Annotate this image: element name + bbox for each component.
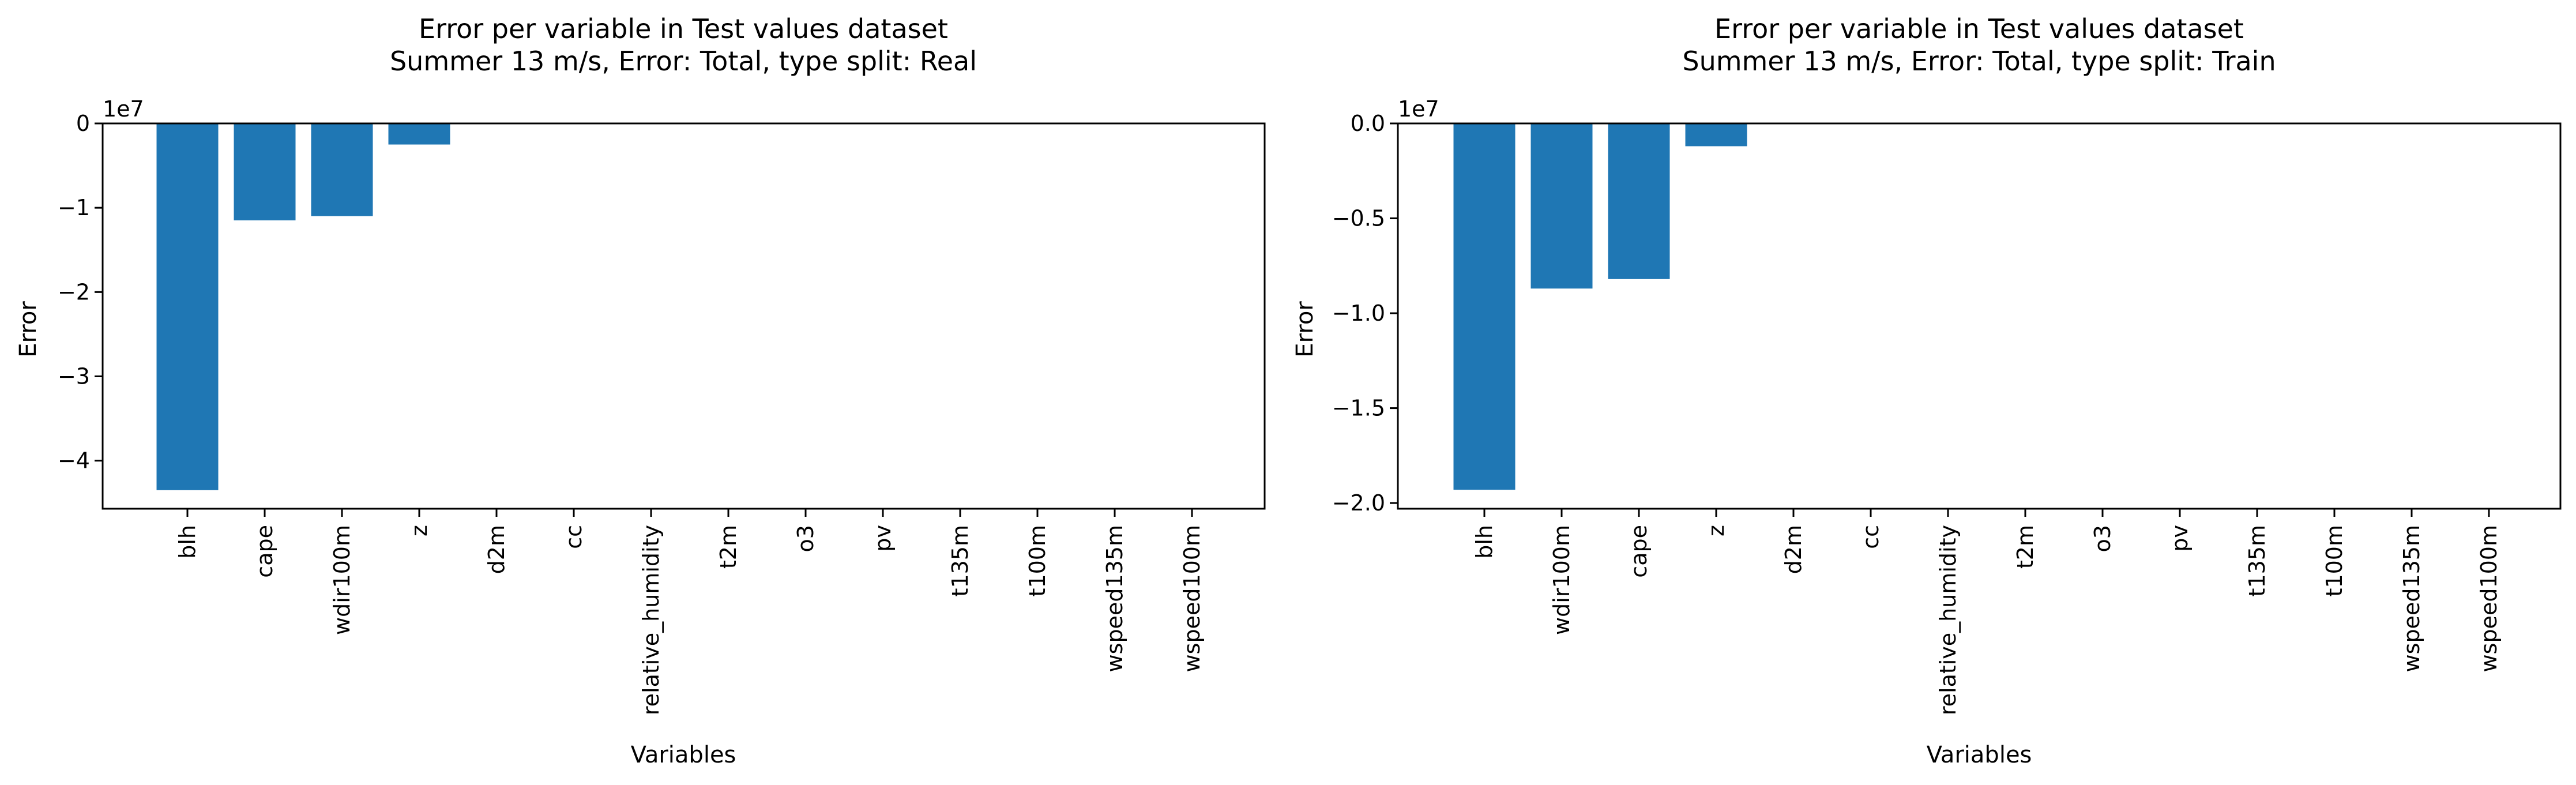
bar-group xyxy=(156,123,450,490)
y-tick-label: −3 xyxy=(58,364,90,389)
bar-group xyxy=(1453,123,1747,490)
x-tick-label: wspeed135m xyxy=(1102,525,1127,672)
x-tick-label: relative_humidity xyxy=(638,525,664,715)
x-tick-label: wdir100m xyxy=(329,525,355,635)
x-tick-label: t2m xyxy=(716,525,741,569)
y-tick-label: −2.0 xyxy=(1332,490,1385,516)
x-tick-label: pv xyxy=(870,525,896,552)
x-tick-label: relative_humidity xyxy=(1935,525,1961,715)
y-tick-label: −1.5 xyxy=(1332,396,1385,421)
y-ticks: 0 −1 −2 −3 −4 xyxy=(58,111,103,474)
x-tick-label: pv xyxy=(2167,525,2193,552)
bar-blh xyxy=(1453,123,1515,490)
chart-subtitle: Summer 13 m/s, Error: Total, type split:… xyxy=(1682,46,2276,77)
chart-panel-train: Error per variable in Test values datase… xyxy=(1292,13,2562,768)
x-tick-label: cape xyxy=(252,525,277,578)
x-tick-label: blh xyxy=(175,525,200,559)
y-tick-label: 0 xyxy=(76,111,90,136)
y-axis-label: Error xyxy=(1292,301,1318,358)
y-axis-multiplier: 1e7 xyxy=(103,96,144,122)
y-tick-label: −4 xyxy=(58,448,90,474)
x-tick-label: o3 xyxy=(2090,525,2115,552)
y-tick-label: −1 xyxy=(58,195,90,220)
x-tick-label: t100m xyxy=(2322,525,2347,596)
x-tick-label: cape xyxy=(1626,525,1652,578)
x-tick-label: wspeed100m xyxy=(2476,525,2502,672)
x-tick-label: z xyxy=(407,525,432,536)
bar-blh xyxy=(156,123,219,490)
chart-panel-real: Error per variable in Test values datase… xyxy=(15,13,1266,768)
x-tick-label: wdir100m xyxy=(1549,525,1574,635)
x-tick-label: cc xyxy=(561,525,586,549)
y-tick-label: −2 xyxy=(58,279,90,305)
x-tick-label: t135m xyxy=(2244,525,2270,596)
y-axis-label: Error xyxy=(15,301,42,358)
bar-cape xyxy=(234,123,296,221)
axes-frame xyxy=(1397,122,2562,510)
y-ticks: 0.0 −0.5 −1.0 −1.5 −2.0 xyxy=(1332,111,1398,516)
x-tick-label: t100m xyxy=(1025,525,1050,596)
y-tick-label: −1.0 xyxy=(1332,301,1385,326)
bar-wdir100m xyxy=(311,123,373,216)
x-ticks: blh cape wdir100m z d2m cc relative_humidity t2… xyxy=(175,509,1205,715)
x-tick-label: t135m xyxy=(947,525,973,596)
y-tick-label: −0.5 xyxy=(1332,206,1385,231)
x-tick-label: t2m xyxy=(2013,525,2038,569)
x-tick-label: blh xyxy=(1472,525,1497,559)
chart-title: Error per variable in Test values datase… xyxy=(1714,13,2244,44)
x-tick-label: wspeed100m xyxy=(1179,525,1205,672)
y-axis-multiplier: 1e7 xyxy=(1398,96,1439,122)
x-axis-label: Variables xyxy=(631,742,736,768)
axes-frame xyxy=(101,122,1266,510)
bar-wdir100m xyxy=(1530,123,1593,289)
chart-title: Error per variable in Test values datase… xyxy=(419,13,948,44)
x-tick-label: d2m xyxy=(484,525,509,574)
bar-z xyxy=(1685,123,1747,147)
x-tick-label: cc xyxy=(1858,525,1883,549)
x-axis-label: Variables xyxy=(1927,742,2032,768)
y-tick-label: 0.0 xyxy=(1351,111,1385,136)
x-tick-label: z xyxy=(1703,525,1729,536)
x-tick-label: wspeed135m xyxy=(2399,525,2424,672)
x-tick-label: d2m xyxy=(1781,525,1806,574)
bar-cape xyxy=(1608,123,1670,279)
x-tick-label: o3 xyxy=(793,525,818,552)
x-ticks: blh wdir100m cape z d2m cc relative_humidity t2… xyxy=(1472,509,2502,715)
bar-z xyxy=(388,123,450,145)
chart-subtitle: Summer 13 m/s, Error: Total, type split:… xyxy=(390,46,977,77)
